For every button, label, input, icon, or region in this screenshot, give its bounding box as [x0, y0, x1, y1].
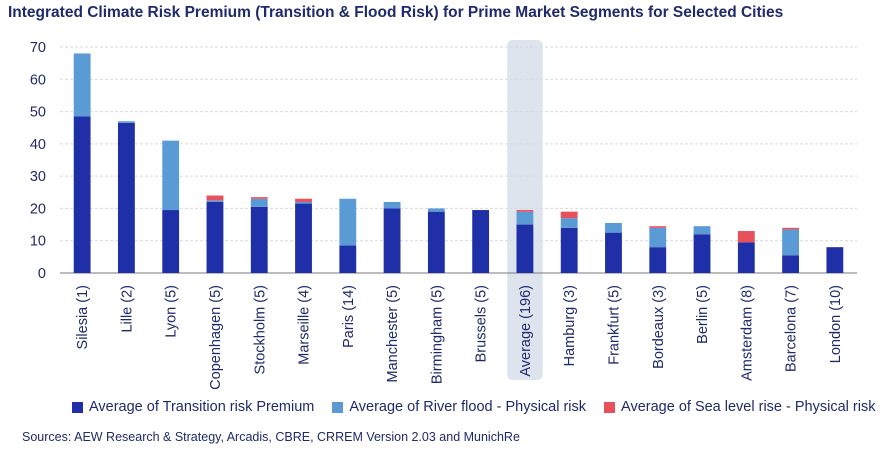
x-tick-label: Manchester (5) — [385, 285, 401, 383]
bar-river-flood — [206, 200, 224, 202]
bar-sea-level — [516, 210, 534, 212]
bar-transition — [250, 206, 268, 273]
bar-river-flood — [73, 53, 91, 117]
bar-transition — [826, 247, 844, 273]
bar-transition — [162, 210, 180, 273]
bar-transition — [472, 210, 490, 273]
y-tick-label: 40 — [30, 137, 46, 153]
x-tick-label: Lille (2) — [119, 285, 135, 333]
bar-transition — [118, 122, 135, 273]
bar-transition — [516, 224, 534, 273]
bar-sea-level — [250, 197, 268, 199]
bar-river-flood — [560, 218, 578, 228]
x-tick-label: Lyon (5) — [164, 285, 180, 338]
x-tick-label: Marseille (4) — [297, 285, 313, 365]
x-tick-label: Stockholm (5) — [252, 285, 268, 374]
bar-river-flood — [118, 121, 135, 123]
bar-transition — [383, 208, 401, 273]
legend-item-transition[interactable]: Average of Transition risk Premium — [72, 399, 314, 415]
bar-transition — [737, 242, 755, 273]
bar-transition — [206, 201, 224, 273]
x-tick-label: Hamburg (3) — [562, 285, 578, 366]
bar-river-flood — [383, 201, 401, 209]
bar-river-flood — [427, 208, 445, 212]
x-tick-label: Brussels (5) — [474, 285, 490, 362]
chart-legend: Average of Transition risk Premium Avera… — [72, 399, 875, 415]
bar-river-flood — [605, 222, 622, 233]
bar-sea-level — [295, 198, 312, 202]
x-tick-label: Birmingham (5) — [429, 285, 445, 384]
y-tick-label: 60 — [30, 72, 46, 88]
legend-label-transition: Average of Transition risk Premium — [89, 399, 315, 415]
bar-transition — [782, 255, 799, 273]
x-tick-label: Silesia (1) — [75, 285, 91, 349]
bar-river-flood — [295, 201, 312, 204]
source-note: Sources: AEW Research & Strategy, Arcadi… — [22, 430, 520, 444]
bar-transition — [295, 203, 312, 273]
bar-sea-level — [737, 231, 755, 243]
bar-river-flood — [516, 211, 534, 225]
bar-river-flood — [250, 198, 268, 207]
x-tick-label: Copenhagen (5) — [208, 285, 224, 390]
chart-title: Integrated Climate Risk Premium (Transit… — [8, 4, 784, 21]
y-tick-label: 70 — [30, 40, 46, 56]
x-tick-label: Amsterdam (8) — [739, 285, 755, 381]
x-tick-label: Berlin (5) — [695, 285, 711, 344]
legend-swatch-river-flood — [332, 401, 344, 413]
x-tick-label: Paris (14) — [341, 285, 357, 348]
highlight-band — [507, 40, 543, 380]
y-tick-label: 10 — [30, 234, 46, 250]
bar-sea-level — [782, 227, 799, 230]
legend-label-river-flood: Average of River flood - Physical risk — [349, 399, 587, 415]
bar-sea-level — [649, 226, 667, 228]
bar-transition — [693, 234, 711, 273]
bar-river-flood — [162, 140, 180, 211]
bar-transition — [649, 247, 667, 273]
legend-swatch-transition — [72, 401, 83, 413]
y-tick-label: 50 — [30, 105, 46, 121]
bar-river-flood — [693, 226, 711, 235]
bar-river-flood — [339, 198, 357, 246]
bar-transition — [560, 227, 578, 273]
legend-item-sea-level[interactable]: Average of Sea level rise - Physical ris… — [604, 399, 875, 415]
y-tick-label: 30 — [30, 169, 46, 185]
x-tick-label: Bordeaux (3) — [651, 285, 667, 369]
x-tick-label: Barcelona (7) — [784, 285, 800, 372]
legend-label-sea-level: Average of Sea level rise - Physical ris… — [621, 399, 876, 415]
legend-swatch-sea-level — [604, 401, 616, 413]
y-tick-label: 0 — [38, 266, 46, 282]
bar-river-flood — [782, 229, 799, 256]
x-tick-label: London (10) — [828, 285, 844, 363]
y-tick-label: 20 — [30, 201, 46, 217]
bar-river-flood — [649, 227, 667, 248]
legend-item-river-flood[interactable]: Average of River flood - Physical risk — [332, 399, 586, 415]
bar-transition — [605, 232, 622, 273]
bar-transition — [339, 245, 357, 273]
bar-transition — [73, 116, 91, 274]
bar-transition — [427, 211, 445, 273]
stacked-bar-chart: 0 10 20 30 40 50 60 70 Silesia (1) Lille (2) Lyon … — [30, 40, 857, 390]
bar-sea-level — [560, 211, 578, 219]
x-tick-label: Average (196) — [518, 285, 534, 377]
bar-sea-level — [206, 195, 224, 201]
x-tick-label: Frankfurt (5) — [606, 285, 622, 365]
